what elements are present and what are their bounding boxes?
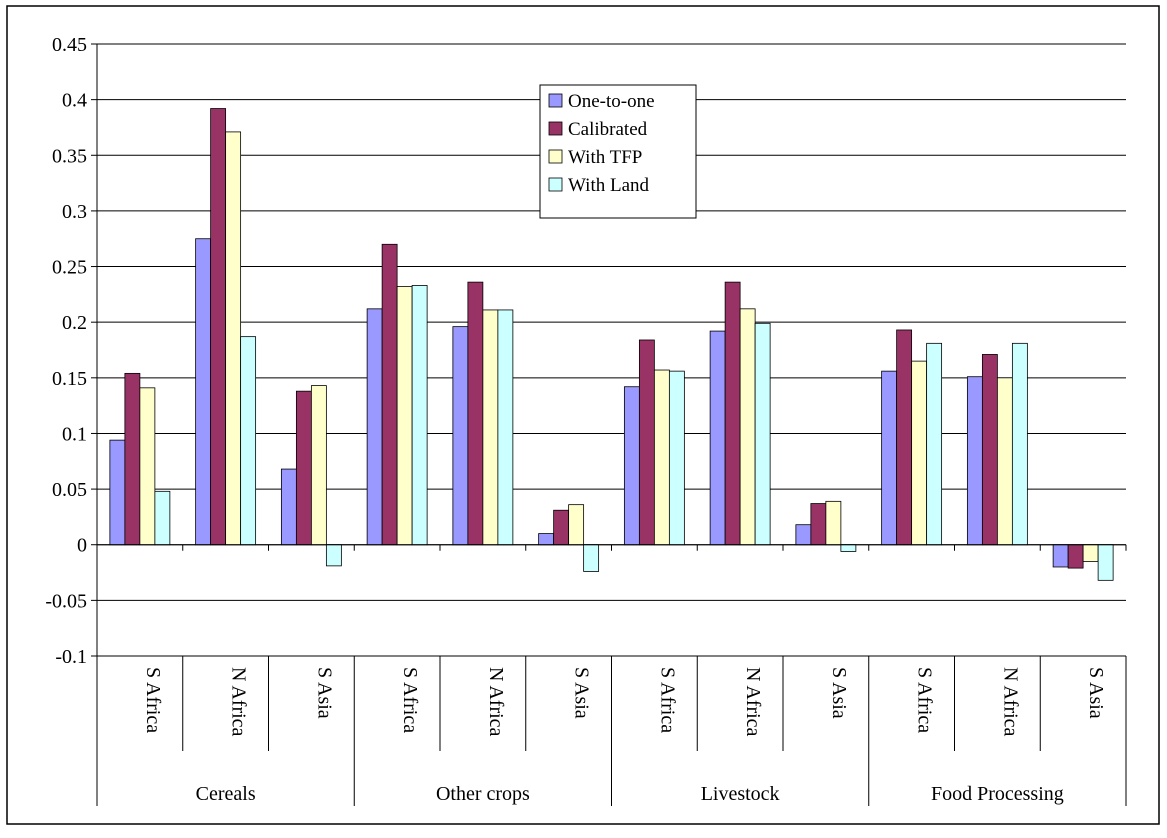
category-label: S Africa [399, 667, 421, 733]
bar-with-land [840, 544, 857, 552]
legend-swatch [548, 177, 563, 192]
bar-calibrated [638, 339, 655, 546]
bar-with-land [926, 342, 943, 546]
bar-one-to-one [966, 376, 983, 546]
category-label: S Asia [313, 667, 335, 719]
group-label: Cereals [196, 783, 256, 805]
bar-calibrated [295, 390, 312, 546]
bar-with-tfp [996, 377, 1013, 546]
bar-one-to-one [795, 524, 812, 546]
category-label: S Asia [1085, 667, 1107, 719]
bar-with-tfp [396, 286, 413, 546]
bar-one-to-one [881, 370, 898, 546]
y-tick-label: -0.1 [55, 646, 87, 668]
bar-calibrated [553, 509, 570, 546]
bar-calibrated [981, 354, 998, 546]
bar-calibrated [381, 243, 398, 546]
category-label: S Asia [828, 667, 850, 719]
bar-one-to-one [109, 439, 126, 546]
bar-with-tfp [139, 387, 156, 546]
group-label: Livestock [701, 783, 780, 805]
bar-one-to-one [538, 533, 555, 546]
bar-with-land [240, 336, 257, 546]
bar-with-land [754, 322, 771, 546]
category-label: S Asia [571, 667, 593, 719]
y-tick-label: 0.25 [52, 257, 87, 279]
bar-with-tfp [653, 369, 670, 546]
bar-one-to-one [452, 326, 469, 546]
group-label: Food Processing [931, 783, 1064, 805]
bar-with-land [1011, 342, 1028, 546]
bar-calibrated [724, 281, 741, 546]
bar-calibrated [124, 372, 141, 546]
legend-swatch [548, 121, 563, 136]
bar-one-to-one [280, 468, 297, 546]
legend-label: With TFP [568, 147, 642, 168]
bar-with-tfp [482, 309, 499, 546]
y-tick-label: 0.45 [52, 34, 87, 56]
legend-swatch [548, 93, 563, 108]
y-tick-label: 0.1 [62, 423, 87, 445]
y-tick-label: 0.15 [52, 368, 87, 390]
bar-calibrated [467, 281, 484, 546]
legend-swatch [548, 149, 563, 164]
category-label: S Africa [142, 667, 164, 733]
y-tick-label: 0.2 [62, 312, 87, 334]
bar-calibrated [210, 108, 227, 546]
bar-calibrated [810, 503, 827, 546]
bar-with-land [1097, 544, 1114, 581]
bar-with-tfp [310, 385, 327, 546]
bar-with-land [411, 285, 428, 546]
labels: -0.1 -0.05 0 0.05 0.1 0.15 0.2 0.25 0.3 0.35 0.4 0.… [45, 34, 1107, 805]
legend-label: With Land [568, 175, 650, 196]
bar-with-land [497, 309, 514, 546]
bar-one-to-one [195, 238, 212, 546]
bar-with-tfp [825, 500, 842, 546]
y-tick-label: -0.05 [45, 590, 87, 612]
legend: One-to-one Calibrated With TFP With Land [539, 84, 697, 219]
y-tick-label: 0.3 [62, 201, 87, 223]
bar-with-tfp [911, 360, 928, 546]
bar-with-tfp [1082, 544, 1099, 562]
bar-with-land [668, 370, 685, 546]
category-label: N Africa [742, 667, 764, 737]
bar-with-tfp [568, 504, 585, 546]
bar-with-land [325, 544, 342, 567]
y-tick-label: 0.35 [52, 145, 87, 167]
bar-one-to-one [709, 330, 726, 546]
legend-label: Calibrated [568, 119, 648, 140]
bar-calibrated [896, 329, 913, 546]
bar-with-land [154, 490, 171, 546]
category-label: N Africa [228, 667, 250, 737]
group-label: Other crops [436, 783, 530, 805]
bar-calibrated [1067, 544, 1084, 569]
category-label: S Africa [656, 667, 678, 733]
bar-with-tfp [739, 308, 756, 546]
legend-label: One-to-one [568, 91, 655, 112]
legend-box [539, 84, 697, 219]
category-label: N Africa [999, 667, 1021, 737]
bar-one-to-one [623, 386, 640, 546]
y-tick-label: 0.4 [62, 90, 87, 112]
y-tick-label: 0.05 [52, 479, 87, 501]
axes [91, 43, 1127, 806]
bar-one-to-one [1052, 544, 1069, 568]
y-tick-label: 0 [77, 535, 87, 557]
bar-with-land [583, 544, 600, 572]
bar-one-to-one [366, 308, 383, 546]
bar-with-tfp [225, 131, 242, 546]
category-label: S Africa [914, 667, 936, 733]
category-label: N Africa [485, 667, 507, 737]
